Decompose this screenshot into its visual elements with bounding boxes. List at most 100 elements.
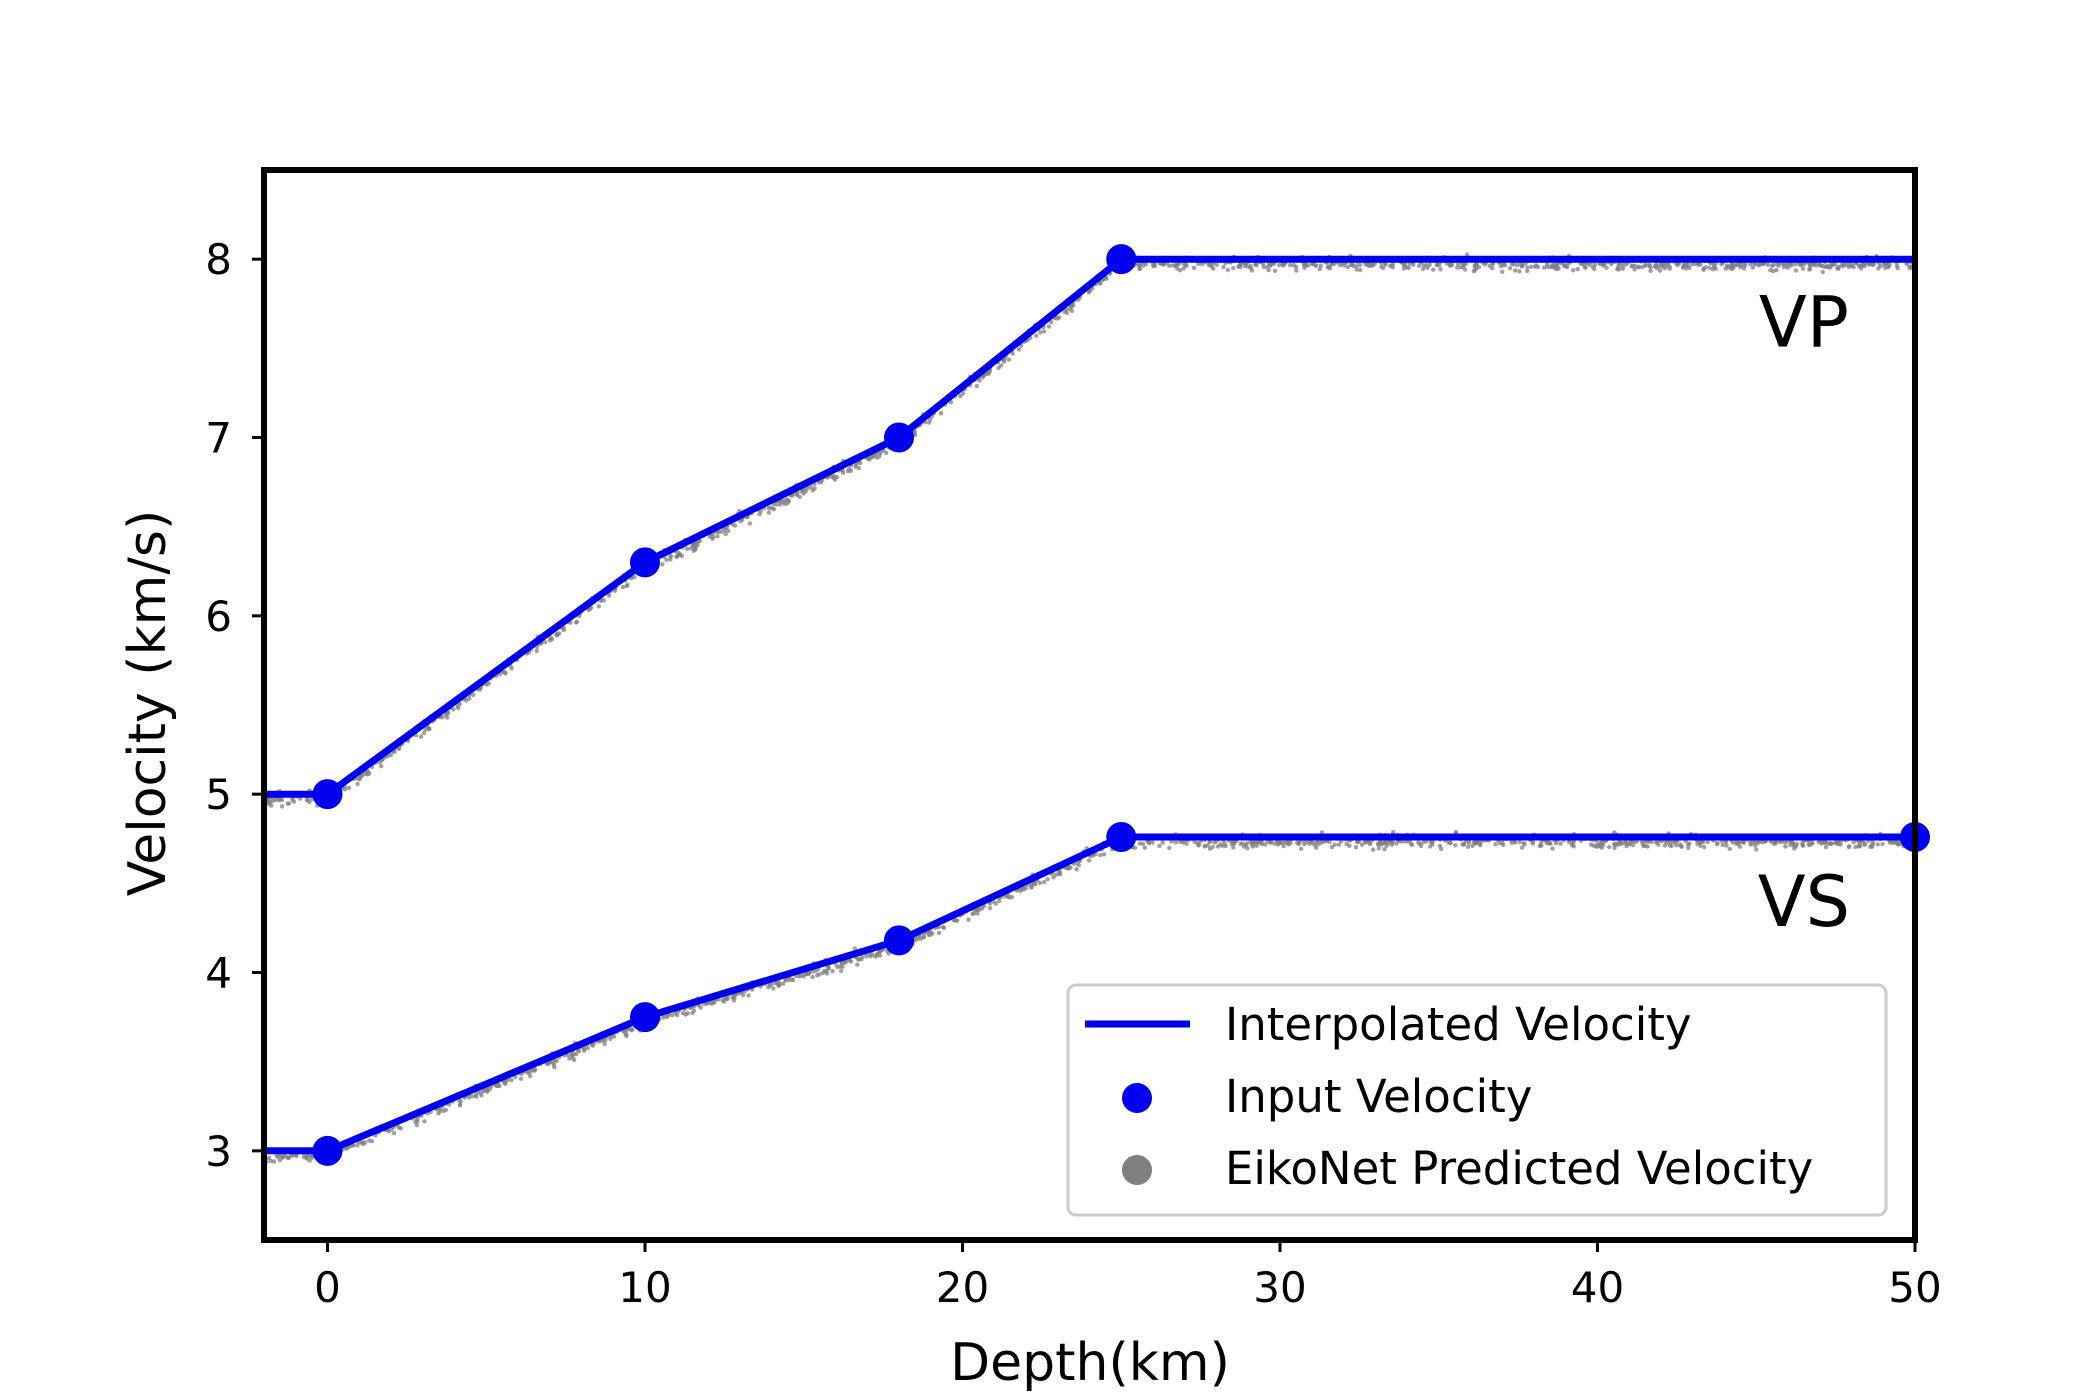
predicted-point — [1525, 268, 1530, 274]
predicted-point — [1604, 265, 1609, 270]
predicted-point — [1067, 306, 1072, 312]
predicted-point — [1453, 829, 1459, 835]
predicted-point — [1869, 843, 1875, 848]
predicted-point — [1769, 263, 1775, 269]
predicted-point — [711, 534, 716, 539]
predicted-point — [426, 726, 431, 731]
predicted-point — [1515, 262, 1520, 268]
predicted-point — [1018, 888, 1023, 894]
input-point-vs — [884, 925, 914, 956]
predicted-point — [1314, 845, 1319, 850]
predicted-point — [1098, 852, 1103, 858]
predicted-point — [820, 970, 826, 976]
predicted-point — [1876, 266, 1881, 271]
predicted-point — [1254, 843, 1259, 848]
predicted-point — [1686, 845, 1691, 851]
predicted-point — [1184, 841, 1189, 846]
predicted-point — [1460, 842, 1465, 847]
predicted-point — [1783, 844, 1788, 849]
predicted-point — [776, 983, 781, 988]
predicted-point — [1592, 266, 1597, 272]
predicted-point — [1550, 846, 1555, 851]
predicted-point — [1006, 357, 1012, 362]
predicted-point — [975, 911, 980, 916]
predicted-point — [273, 797, 278, 803]
predicted-point — [1521, 841, 1527, 846]
predicted-point — [698, 1005, 703, 1010]
predicted-point — [1529, 264, 1534, 269]
predicted-point — [305, 797, 311, 802]
predicted-point — [1856, 263, 1862, 268]
predicted-point — [1832, 262, 1838, 267]
predicted-point — [1509, 840, 1515, 846]
predicted-point — [1250, 840, 1256, 846]
predicted-point — [421, 730, 427, 736]
predicted-point — [1296, 840, 1301, 845]
predicted-point — [1437, 843, 1443, 849]
predicted-point — [1765, 262, 1771, 268]
y-tick-label: 3 — [205, 1127, 232, 1176]
predicted-point — [688, 545, 694, 551]
predicted-point — [1456, 261, 1461, 267]
predicted-point — [422, 1119, 427, 1124]
predicted-point — [1345, 264, 1350, 270]
predicted-point — [1357, 262, 1363, 268]
predicted-point — [1064, 310, 1070, 315]
predicted-point — [1038, 330, 1043, 335]
predicted-point — [443, 1107, 449, 1113]
predicted-point — [542, 639, 548, 645]
predicted-point — [1741, 840, 1747, 845]
predicted-point — [723, 531, 728, 537]
predicted-point — [780, 500, 786, 505]
predicted-point — [1729, 266, 1734, 272]
predicted-point — [1493, 842, 1498, 847]
predicted-point — [1525, 265, 1530, 270]
predicted-point — [1687, 265, 1692, 270]
predicted-point — [369, 1138, 375, 1144]
predicted-point — [526, 1069, 531, 1075]
predicted-point — [552, 1065, 557, 1070]
predicted-point — [843, 960, 848, 965]
predicted-point — [1618, 841, 1623, 846]
predicted-point — [1302, 265, 1307, 270]
legend-box — [1066, 983, 1888, 1217]
predicted-point — [1338, 263, 1343, 268]
predicted-point — [1210, 844, 1215, 850]
predicted-point — [1895, 841, 1900, 847]
predicted-point — [1611, 842, 1617, 847]
predicted-point — [996, 365, 1001, 371]
predicted-point — [1609, 261, 1614, 267]
predicted-point — [1294, 268, 1299, 273]
predicted-point — [1174, 263, 1179, 268]
predicted-point — [1820, 269, 1826, 275]
legend-label-predicted: EikoNet Predicted Velocity — [1225, 1142, 1813, 1195]
predicted-point — [585, 1045, 590, 1051]
predicted-point — [835, 964, 840, 970]
predicted-point — [1571, 844, 1577, 849]
predicted-point — [518, 1076, 524, 1081]
predicted-point — [1173, 840, 1179, 845]
predicted-point — [277, 1158, 282, 1163]
predicted-point — [877, 451, 883, 456]
predicted-point — [1231, 845, 1236, 850]
predicted-point — [930, 931, 935, 936]
predicted-point — [1710, 267, 1715, 272]
predicted-point — [576, 1048, 581, 1054]
predicted-point — [830, 969, 835, 974]
predicted-point — [1244, 841, 1250, 846]
predicted-point — [1358, 267, 1363, 273]
predicted-point — [1383, 262, 1388, 267]
predicted-point — [534, 648, 539, 654]
predicted-point — [1883, 265, 1888, 271]
predicted-point — [1041, 879, 1047, 885]
predicted-point — [940, 924, 946, 930]
predicted-point — [974, 907, 980, 913]
predicted-point — [1314, 840, 1319, 845]
predicted-point — [602, 1041, 607, 1047]
predicted-point — [1448, 840, 1453, 845]
predicted-point — [286, 801, 292, 806]
predicted-point — [1714, 841, 1720, 847]
predicted-point — [1351, 263, 1356, 269]
predicted-point — [1430, 842, 1435, 847]
predicted-point — [1207, 840, 1212, 845]
